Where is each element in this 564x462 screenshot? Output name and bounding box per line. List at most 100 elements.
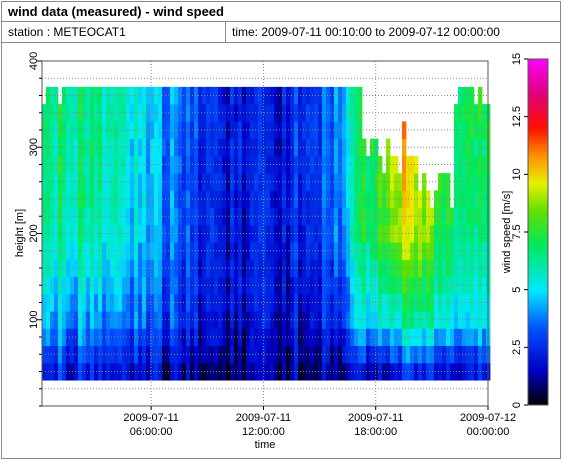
heatmap-cell <box>294 362 299 381</box>
heatmap-cell <box>278 328 283 347</box>
heatmap-cell <box>270 345 275 364</box>
heatmap-cell <box>138 362 143 381</box>
heatmap-cell <box>90 328 95 347</box>
heatmap-cell <box>398 207 403 226</box>
heatmap-cell <box>398 345 403 364</box>
heatmap-cell <box>146 138 151 157</box>
heatmap-cell <box>294 138 299 157</box>
heatmap-cell <box>426 242 431 260</box>
heatmap-cell <box>186 276 191 295</box>
heatmap-cell <box>422 190 427 209</box>
heatmap-cell <box>414 207 419 226</box>
heatmap-cell <box>266 328 271 347</box>
heatmap-cell <box>474 224 479 243</box>
heatmap-cell <box>378 259 383 278</box>
heatmap-cell <box>314 190 319 209</box>
heatmap-cell <box>482 207 487 226</box>
heatmap-cell <box>138 328 143 347</box>
heatmap-cell <box>222 155 227 174</box>
heatmap-cell <box>330 242 335 260</box>
heatmap-cell <box>338 224 343 243</box>
heatmap-cell <box>170 104 175 122</box>
heatmap-cell <box>314 86 319 105</box>
heatmap-cell <box>314 224 319 243</box>
heatmap-cell <box>470 173 475 191</box>
heatmap-cell <box>270 190 275 209</box>
heatmap-cell <box>206 138 211 157</box>
heatmap-cell <box>330 104 335 122</box>
heatmap-cell <box>146 276 151 295</box>
heatmap-cell <box>386 345 391 364</box>
heatmap-cell <box>290 155 295 174</box>
heatmap-cell <box>138 345 143 364</box>
heatmap-cell <box>414 276 419 295</box>
heatmap-cell <box>294 121 299 140</box>
heatmap-cell <box>314 155 319 174</box>
heatmap-cell <box>206 362 211 381</box>
heatmap-cell <box>294 86 299 105</box>
heatmap-cell <box>194 345 199 364</box>
heatmap-cell <box>210 259 215 278</box>
heatmap-cell <box>378 190 383 209</box>
heatmap-cell <box>438 190 443 209</box>
heatmap-cell <box>194 328 199 347</box>
heatmap-cell <box>158 173 163 191</box>
heatmap-cell <box>138 173 143 191</box>
heatmap-cell <box>402 293 407 312</box>
heatmap-cell <box>102 207 107 226</box>
heatmap-cell <box>138 242 143 260</box>
heatmap-cell <box>258 328 263 347</box>
heatmap-cell <box>458 173 463 191</box>
heatmap-cell <box>66 345 71 364</box>
heatmap-cell <box>434 362 439 381</box>
heatmap-cell <box>410 345 415 364</box>
heatmap-cell <box>158 311 163 329</box>
heatmap-cell <box>138 121 143 140</box>
heatmap-cell <box>98 138 103 157</box>
heatmap-cell <box>138 86 143 105</box>
heatmap-cell <box>146 345 151 364</box>
heatmap-cell <box>246 345 251 364</box>
heatmap-cell <box>186 173 191 191</box>
heatmap-cell <box>470 104 475 122</box>
heatmap-cell <box>114 293 119 312</box>
heatmap-cell <box>146 224 151 243</box>
heatmap-cell <box>54 311 59 329</box>
heatmap-cell <box>62 190 67 209</box>
heatmap-cell <box>98 293 103 312</box>
heatmap-cell <box>282 242 287 260</box>
heatmap-cell <box>278 121 283 140</box>
heatmap-cell <box>482 311 487 329</box>
heatmap-cell <box>230 242 235 260</box>
heatmap-cell <box>158 207 163 226</box>
heatmap-cell <box>342 104 347 122</box>
heatmap-cell <box>146 362 151 381</box>
heatmap-cell <box>114 190 119 209</box>
heatmap-cell <box>398 242 403 260</box>
heatmap-cell <box>366 293 371 312</box>
heatmap-cell <box>354 311 359 329</box>
heatmap-cell <box>402 276 407 295</box>
heatmap-cell <box>146 173 151 191</box>
heatmap-cell <box>410 259 415 278</box>
heatmap-cell <box>198 345 203 364</box>
heatmap-cell <box>146 207 151 226</box>
heatmap-cell <box>266 242 271 260</box>
heatmap-cell <box>50 311 55 329</box>
heatmap-cell <box>410 224 415 243</box>
heatmap-cell <box>342 293 347 312</box>
heatmap-cell <box>258 104 263 122</box>
heatmap-cell <box>342 224 347 243</box>
heatmap-cell <box>306 345 311 364</box>
heatmap-cell <box>234 293 239 312</box>
heatmap-cell <box>218 362 223 381</box>
heatmap-cell <box>266 104 271 122</box>
heatmap-cell <box>422 328 427 347</box>
heatmap-cell <box>366 311 371 329</box>
heatmap-cell <box>462 207 467 226</box>
heatmap-cell <box>54 362 59 381</box>
heatmap-cell <box>330 207 335 226</box>
heatmap-cell <box>102 86 107 105</box>
heatmap-cell <box>458 242 463 260</box>
heatmap-cell <box>278 104 283 122</box>
